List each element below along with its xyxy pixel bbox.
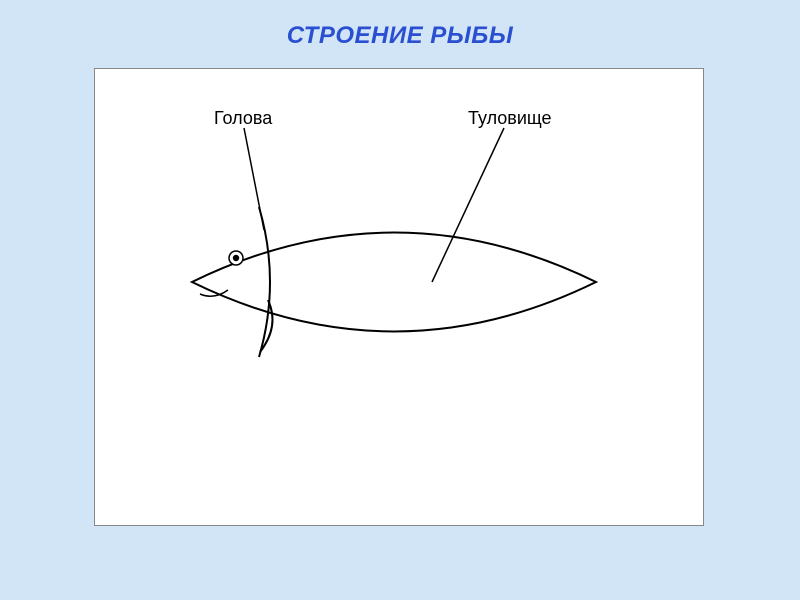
label-head: Голова bbox=[214, 108, 272, 129]
fish-body-outline bbox=[192, 233, 596, 332]
label-body: Туловище bbox=[468, 108, 552, 129]
leader-line-head bbox=[244, 128, 264, 230]
fish-diagram bbox=[0, 0, 800, 600]
fish-body-shape bbox=[192, 207, 596, 357]
fish-eye-pupil bbox=[233, 255, 239, 261]
